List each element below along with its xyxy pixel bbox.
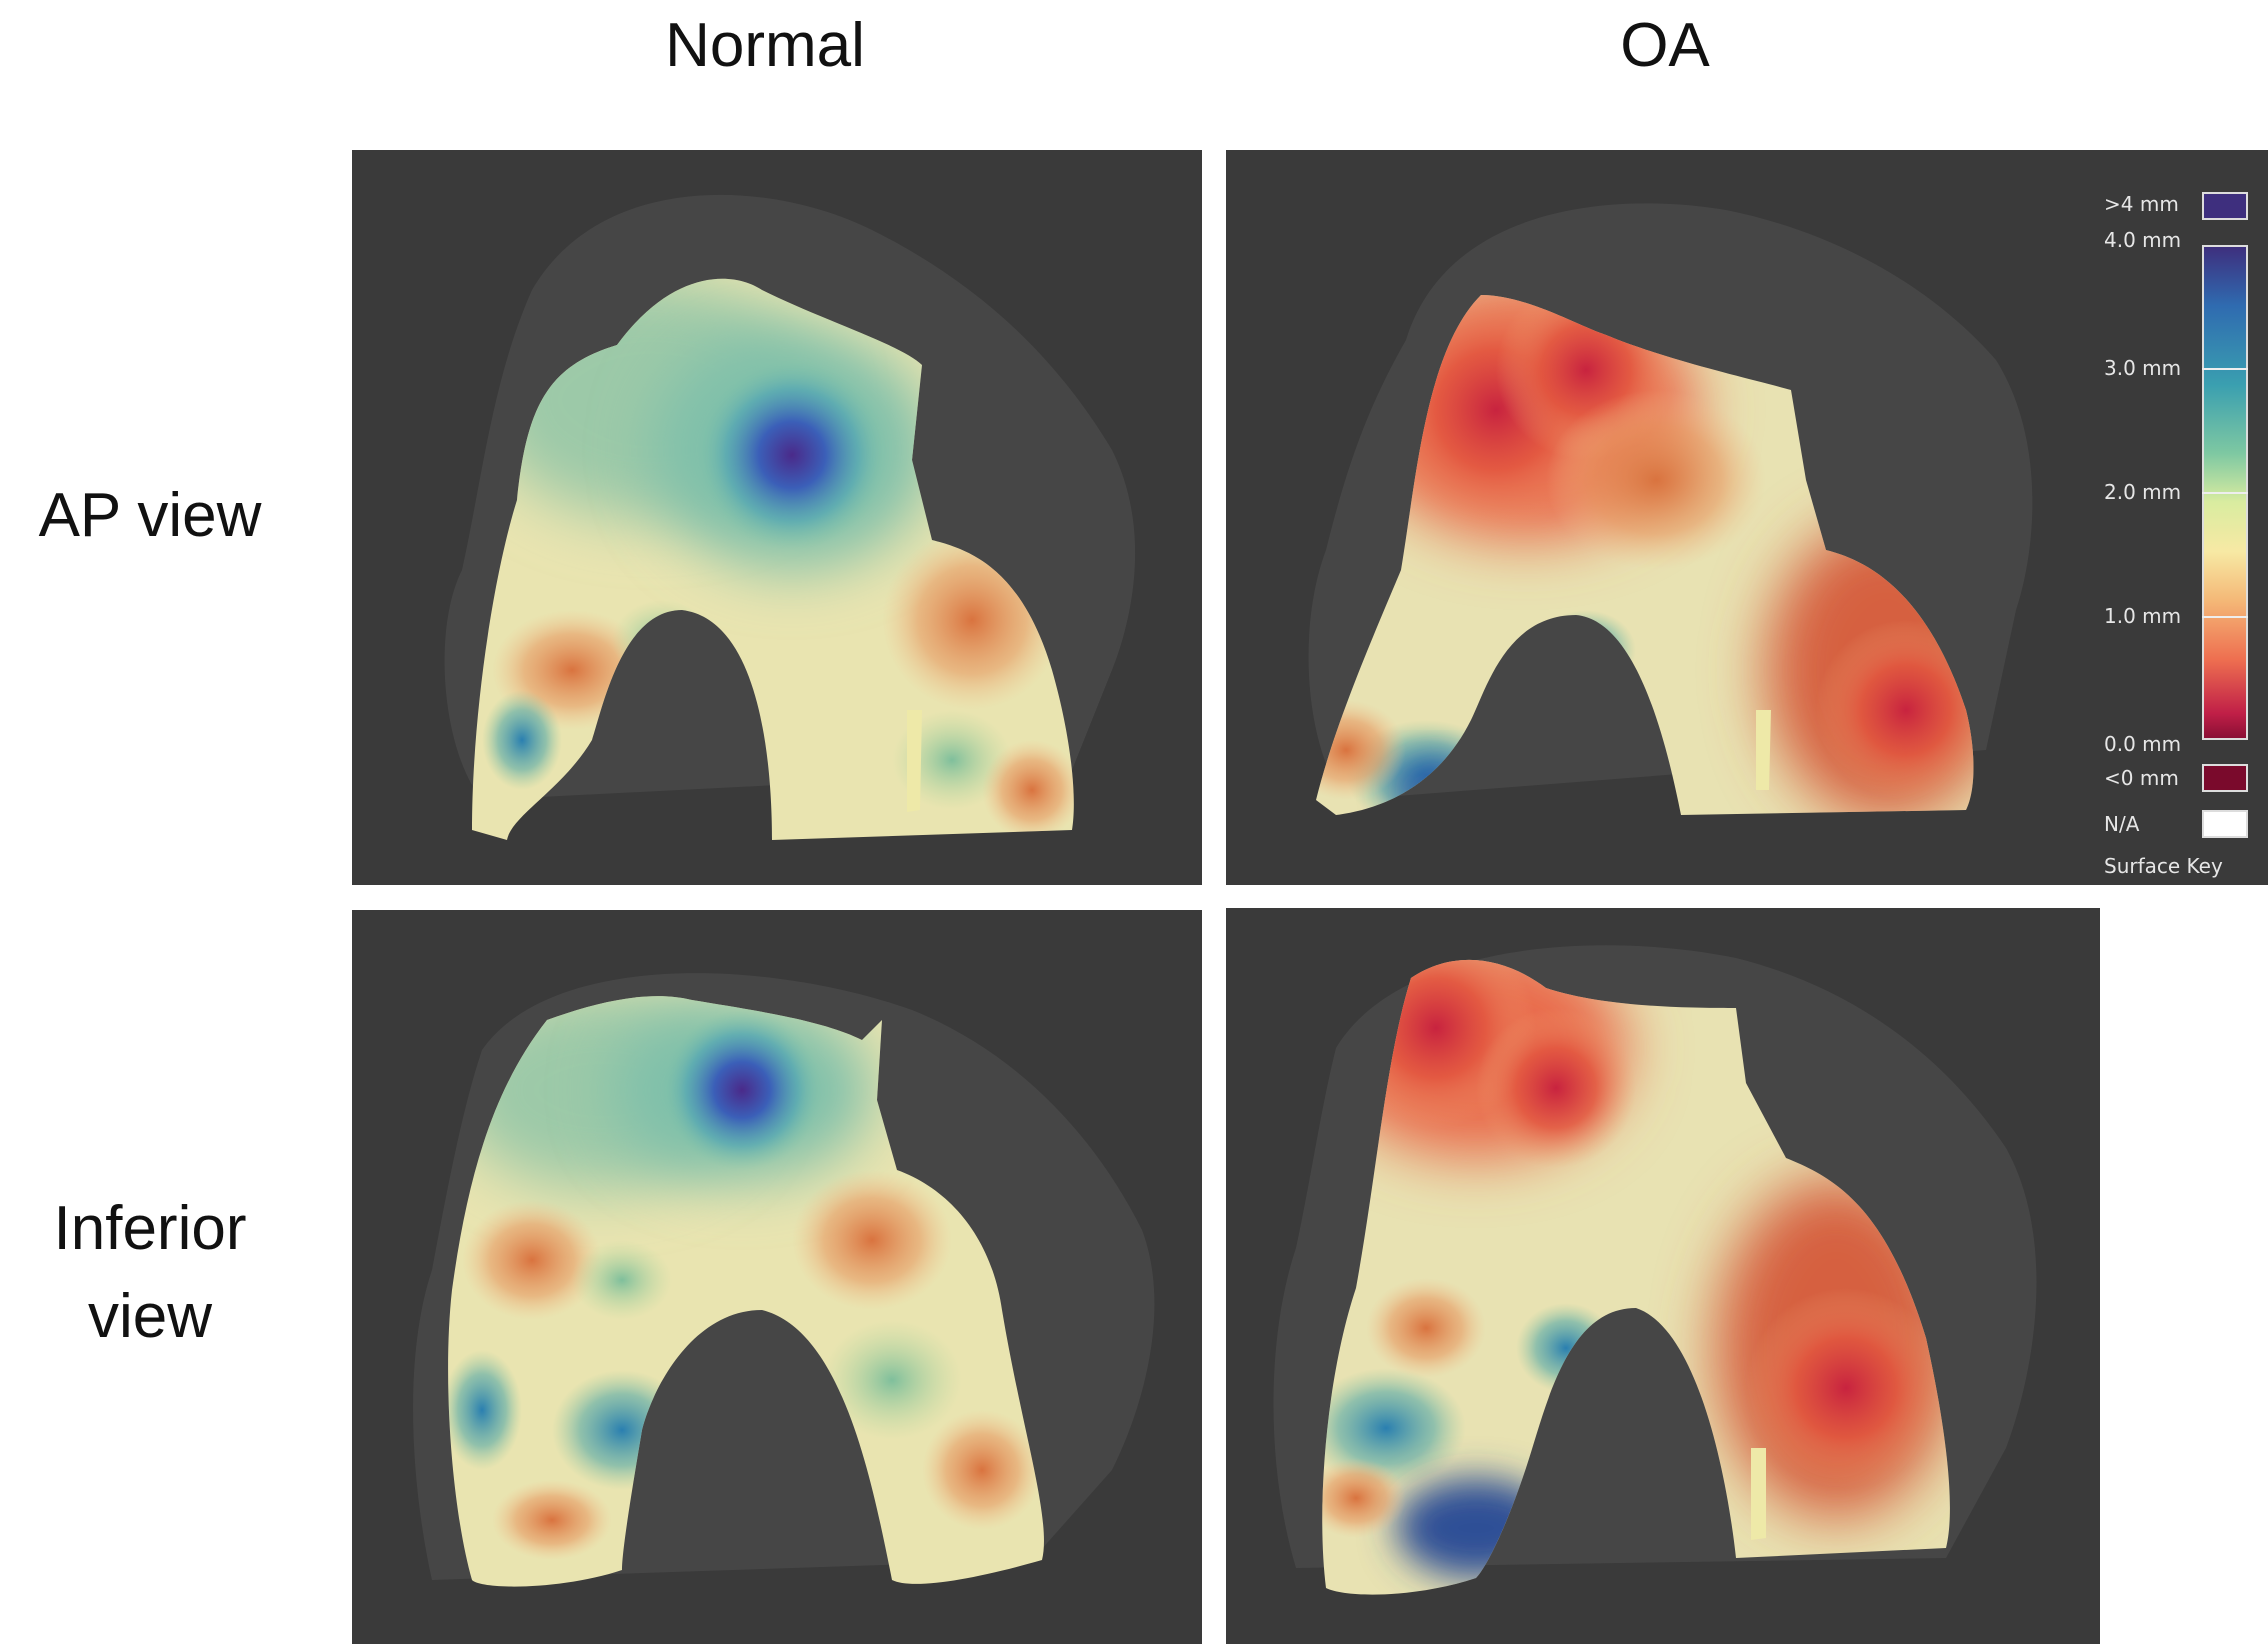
legend-label-na: N/A — [2104, 812, 2140, 836]
legend-label-3mm: 3.0 mm — [2104, 356, 2182, 380]
legend-label-1mm: 1.0 mm — [2104, 604, 2182, 628]
legend-label-4mm: 4.0 mm — [2104, 228, 2182, 252]
legend-swatch-under-min — [2202, 764, 2248, 792]
legend-tick-2mm — [2202, 492, 2248, 494]
legend-label-2mm: 2.0 mm — [2104, 480, 2182, 504]
panel-oa-ap-view — [1226, 150, 2268, 885]
femur-thickness-map-oa-ap — [1308, 203, 2033, 815]
row-header-inferior-view: Inferior view — [10, 1185, 290, 1361]
panel-normal-inferior-view — [352, 910, 1202, 1644]
femur-thickness-map-oa-inferior — [1273, 945, 2037, 1595]
row-header-inferior-line1: Inferior — [53, 1194, 247, 1263]
legend-label-over-max: >4 mm — [2104, 192, 2179, 216]
legend-tick-1mm — [2202, 616, 2248, 618]
panel-normal-ap-view — [352, 150, 1202, 885]
legend-label-under-min: <0 mm — [2104, 766, 2179, 790]
column-header-oa: OA — [1620, 11, 1710, 80]
surface-key-legend: >4 mm 4.0 mm 3.0 mm 2.0 mm 1.0 mm 0.0 mm… — [2090, 180, 2260, 880]
column-header-normal: Normal — [665, 11, 865, 80]
legend-caption: Surface Key — [2104, 854, 2223, 878]
legend-tick-3mm — [2202, 368, 2248, 370]
femur-thickness-map-normal-ap — [444, 194, 1136, 840]
legend-label-0mm: 0.0 mm — [2104, 732, 2182, 756]
legend-swatch-over-max — [2202, 192, 2248, 220]
panel-oa-inferior-view — [1226, 908, 2100, 1644]
femur-thickness-map-normal-inferior — [413, 973, 1155, 1587]
row-header-inferior-line2: view — [87, 1282, 213, 1351]
legend-swatch-na — [2202, 810, 2248, 838]
row-header-ap-view: AP view — [38, 481, 262, 550]
